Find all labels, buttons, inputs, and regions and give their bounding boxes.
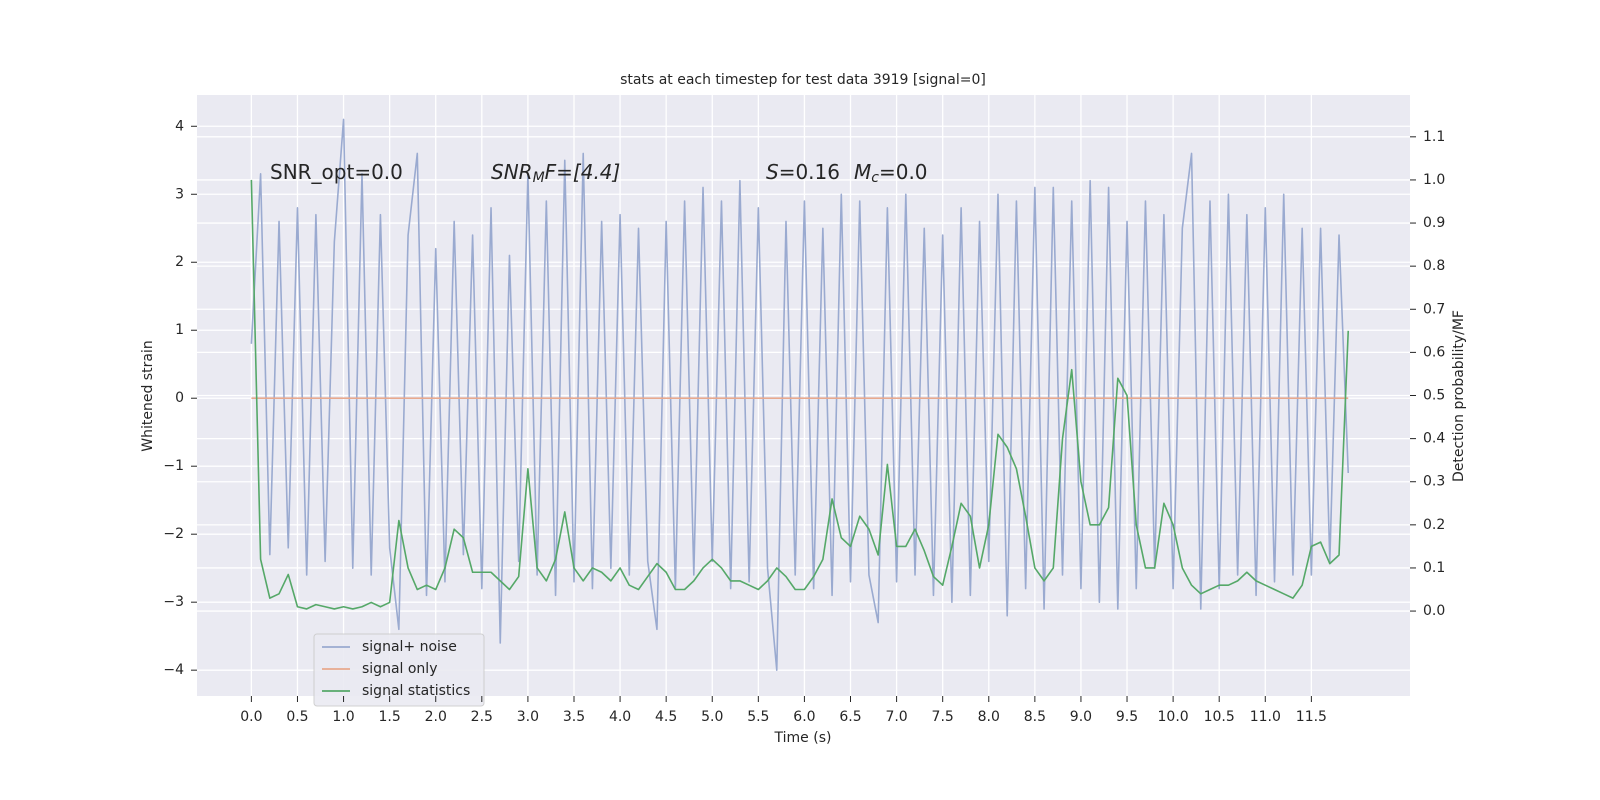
y-tick-label: 2 bbox=[175, 254, 184, 270]
x-tick-label: 3.0 bbox=[517, 709, 539, 725]
x-tick-label: 8.5 bbox=[1024, 709, 1046, 725]
x-tick-label: 1.0 bbox=[332, 709, 354, 725]
x-tick-label: 6.5 bbox=[839, 709, 861, 725]
y-tick-label: −3 bbox=[163, 594, 184, 610]
x-tick-label: 4.5 bbox=[655, 709, 677, 725]
y-tick-label: 4 bbox=[175, 118, 184, 134]
annotation-part: M bbox=[533, 170, 545, 186]
x-tick-label: 9.5 bbox=[1116, 709, 1138, 725]
lines bbox=[250, 118, 1350, 671]
annotation-part: M bbox=[854, 160, 871, 184]
x-tick-label: 10.5 bbox=[1204, 709, 1235, 725]
x-tick-label: 7.0 bbox=[885, 709, 907, 725]
x-tick-label: 4.0 bbox=[609, 709, 631, 725]
annotation-part: SNR_opt=0.0 bbox=[270, 160, 403, 184]
y2-tick-label: 1.0 bbox=[1423, 172, 1445, 188]
x-tick-label: 8.0 bbox=[978, 709, 1000, 725]
annotation-part: F=[4.4] bbox=[545, 160, 621, 184]
y2-tick-label: 0.1 bbox=[1423, 560, 1445, 576]
y2-tick-label: 0.4 bbox=[1423, 431, 1445, 447]
y-tick-label: 3 bbox=[175, 186, 184, 202]
y-tick-label: 0 bbox=[175, 390, 184, 406]
annotation-part: SNR bbox=[491, 160, 533, 184]
series-line bbox=[250, 179, 1350, 610]
annotation-part: =0.0 bbox=[879, 160, 928, 184]
y2-tick-label: 0.8 bbox=[1423, 258, 1445, 274]
x-tick-label: 5.5 bbox=[747, 709, 769, 725]
annotation-part: =0.16 bbox=[779, 160, 840, 184]
y-tick-label: −1 bbox=[163, 458, 184, 474]
annotation-part: c bbox=[871, 170, 879, 186]
legend-box bbox=[313, 633, 485, 707]
legend: signal+ noise signal only signal statistic… bbox=[322, 639, 470, 699]
y2-tick-label: 0.5 bbox=[1423, 388, 1445, 404]
annotation: SNRMF=[4.4] bbox=[491, 160, 620, 187]
x-tick-label: 0.0 bbox=[240, 709, 262, 725]
x-tick-label: 5.0 bbox=[701, 709, 723, 725]
legend-label: signal+ noise bbox=[362, 639, 457, 655]
x-tick-label: 0.5 bbox=[286, 709, 308, 725]
x-tick-label: 11.5 bbox=[1296, 709, 1327, 725]
y-axis-label: Whitened strain bbox=[140, 340, 156, 451]
legend-label: signal only bbox=[362, 661, 437, 677]
x-tick-label: 2.0 bbox=[425, 709, 447, 725]
y2-tick-label: 0.0 bbox=[1423, 603, 1445, 619]
x-tick-label: 3.5 bbox=[563, 709, 585, 725]
y2-tick-label: 0.9 bbox=[1423, 215, 1445, 231]
annotation: SNR_opt=0.0 bbox=[270, 160, 403, 184]
y-tick-label: −2 bbox=[163, 526, 184, 542]
x-tick-label: 10.0 bbox=[1158, 709, 1189, 725]
annotation: S=0.16 Mc=0.0 bbox=[766, 160, 928, 187]
y2-tick-label: 1.1 bbox=[1423, 129, 1445, 145]
chart-title: stats at each timestep for test data 391… bbox=[620, 72, 986, 88]
annotation-part: S bbox=[766, 160, 779, 184]
y2-tick-label: 0.7 bbox=[1423, 301, 1445, 317]
x-tick-label: 7.5 bbox=[932, 709, 954, 725]
legend-label: signal statistics bbox=[362, 683, 470, 699]
x-tick-label: 6.0 bbox=[793, 709, 815, 725]
x-tick-label: 9.0 bbox=[1070, 709, 1092, 725]
y-tick-label: 1 bbox=[175, 322, 184, 338]
series-line bbox=[250, 118, 1350, 671]
x-tick-label: 2.5 bbox=[471, 709, 493, 725]
x-tick-label: 1.5 bbox=[379, 709, 401, 725]
y2-axis-label: Detection probability/MF bbox=[1451, 310, 1467, 482]
y2-tick-label: 0.3 bbox=[1423, 474, 1445, 490]
x-axis-label: Time (s) bbox=[774, 730, 832, 746]
x-tick-label: 11.0 bbox=[1250, 709, 1281, 725]
y-tick-label: −4 bbox=[163, 662, 184, 678]
y2-tick-label: 0.6 bbox=[1423, 344, 1445, 360]
y2-tick-label: 0.2 bbox=[1423, 517, 1445, 533]
